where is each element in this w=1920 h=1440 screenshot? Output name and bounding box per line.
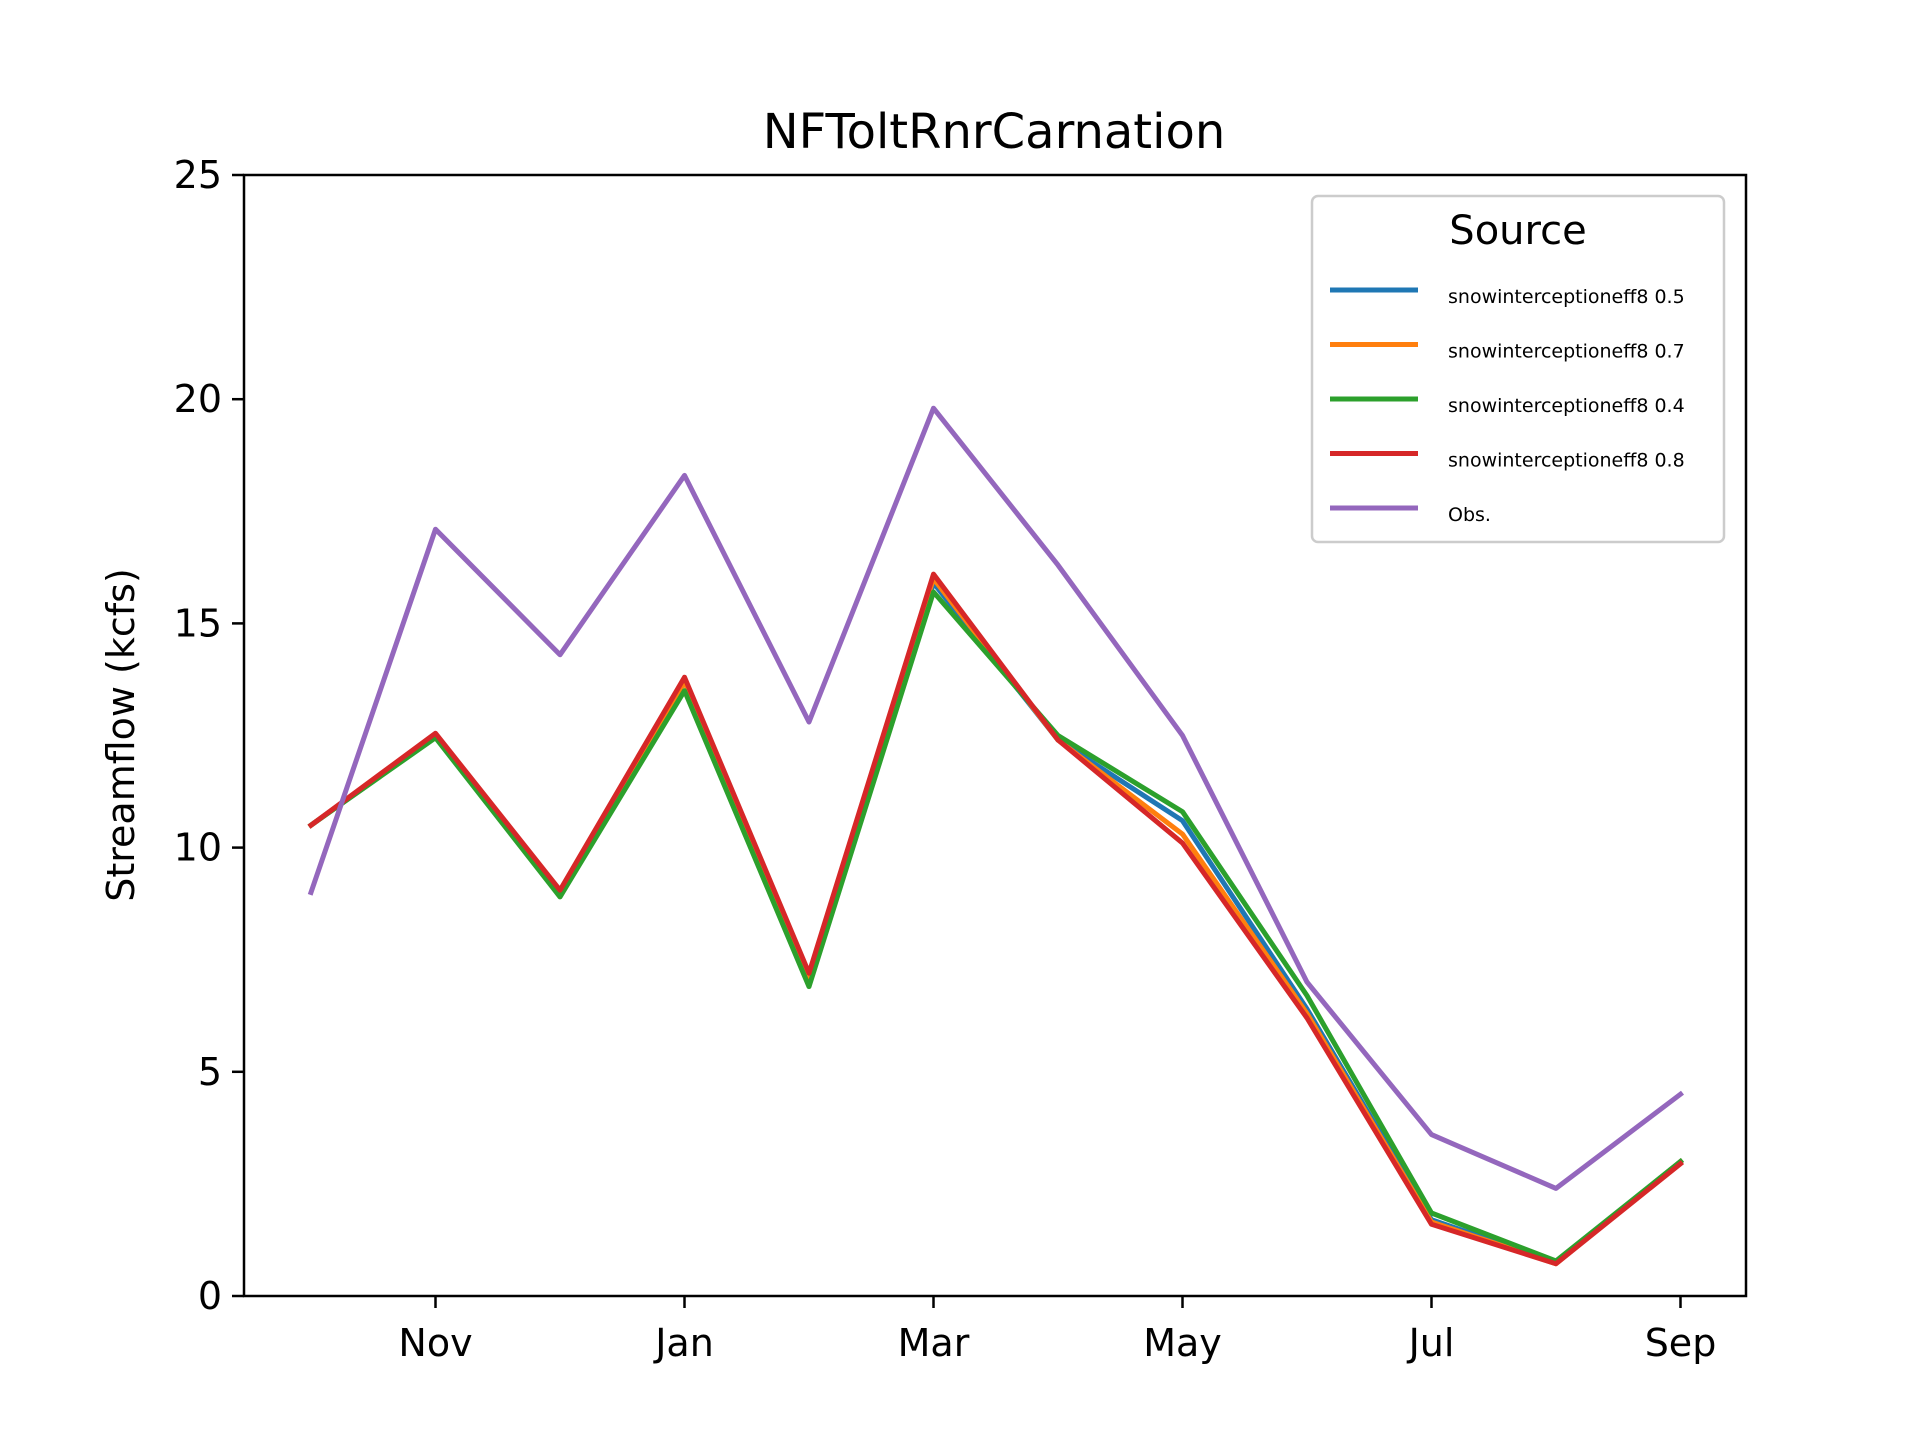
x-ticks: Nov Jan Mar May Jul Sep: [398, 1296, 1716, 1365]
y-axis-label: Streamflow (kcfs): [99, 568, 143, 902]
series-layer: [307, 405, 1685, 1267]
series-line-4: [307, 405, 1685, 1191]
x-tick-label: Sep: [1645, 1321, 1717, 1365]
legend-items: snowinterceptioneff8 0.5 snowinterception…: [1330, 286, 1685, 526]
legend-label: snowinterceptioneff8 0.4: [1448, 395, 1685, 417]
legend-label: snowinterceptioneff8 0.8: [1448, 450, 1685, 472]
series-line-3: [307, 571, 1685, 1267]
x-tick-label: Jul: [1407, 1321, 1455, 1365]
y-tick-label: 25: [174, 153, 222, 197]
y-ticks: 0 5 10 15 20 25: [174, 153, 244, 1318]
series-line-0: [307, 580, 1685, 1265]
y-tick-label: 20: [174, 377, 222, 421]
y-tick-label: 15: [174, 601, 222, 645]
legend-label: Obs.: [1448, 504, 1491, 526]
x-tick-label: Nov: [398, 1321, 472, 1365]
x-tick-label: Jan: [653, 1321, 714, 1365]
series-line-1: [307, 576, 1685, 1267]
legend-title: Source: [1449, 208, 1586, 254]
plot-frame: [242, 173, 1748, 1298]
legend: Source snowinterceptioneff8 0.5snowinter…: [1310, 194, 1726, 544]
chart-title: NFToltRnrCarnation: [763, 104, 1225, 160]
legend-label: snowinterceptioneff8 0.5: [1448, 286, 1685, 308]
series-line-2: [307, 589, 1685, 1264]
x-tick-label: Mar: [898, 1321, 970, 1365]
legend-label: snowinterceptioneff8 0.7: [1448, 341, 1685, 363]
y-tick-label: 10: [174, 826, 222, 870]
x-tick-label: May: [1143, 1321, 1222, 1365]
y-tick-label: 5: [198, 1050, 222, 1094]
y-tick-label: 0: [198, 1274, 222, 1318]
